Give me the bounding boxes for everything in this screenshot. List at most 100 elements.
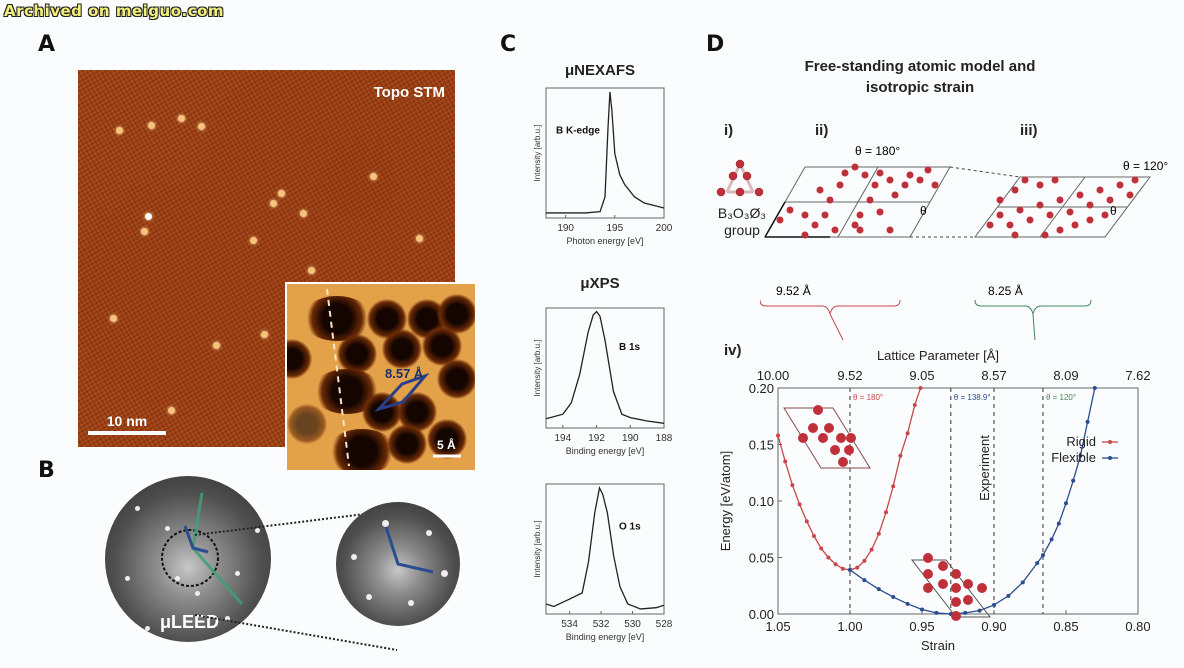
- sublabel-i: i): [724, 122, 734, 139]
- atom: [801, 231, 809, 239]
- atom: [1131, 176, 1139, 184]
- x-tick-label: 534: [561, 619, 578, 630]
- atom: [1096, 186, 1104, 194]
- data-point-flexible: [1078, 453, 1083, 458]
- atom: [754, 187, 764, 197]
- x-axis-label: Binding energy [eV]: [566, 446, 645, 456]
- data-point-rigid: [840, 566, 845, 571]
- top-tick-label: 8.57: [981, 368, 1006, 383]
- atom: [776, 216, 784, 224]
- x-axis-label: Photon energy [eV]: [566, 236, 643, 246]
- adatom: [145, 213, 152, 220]
- atom: [951, 583, 961, 593]
- diffraction-spot: [382, 520, 389, 527]
- atom: [1036, 201, 1044, 209]
- data-point-flexible: [876, 587, 881, 592]
- data-point-rigid: [905, 431, 910, 436]
- inset-scale-bar-label: 5 Å: [437, 437, 456, 452]
- atom: [996, 211, 1004, 219]
- diffraction-spot: [408, 600, 414, 606]
- adatom: [261, 331, 268, 338]
- dark-pore: [437, 359, 475, 399]
- blue-vector: [183, 525, 209, 554]
- spectrum-annotation: B K-edge: [556, 126, 600, 137]
- diffraction-spot: [165, 526, 170, 531]
- dark-pore: [287, 404, 327, 444]
- y-tick-label: 0.20: [749, 381, 774, 396]
- x-tick-label: 1.05: [765, 619, 790, 634]
- atom: [830, 445, 840, 455]
- x-axis-label: Strain: [921, 638, 955, 653]
- atom: [1041, 231, 1049, 239]
- atom: [924, 166, 932, 174]
- inset-lattice-label: 8.57 Å: [385, 366, 424, 381]
- data-point-rigid: [862, 558, 867, 563]
- spectrum-line: [546, 91, 665, 214]
- atom: [1066, 208, 1074, 216]
- atom: [861, 171, 869, 179]
- plot-frame: [545, 307, 665, 429]
- stm-scale-bar-label: 10 nm: [106, 413, 148, 429]
- atom: [1076, 191, 1084, 199]
- arrow-flexible-link: [1032, 313, 1036, 340]
- x-tick-label: 194: [555, 433, 572, 444]
- data-point-rigid: [797, 502, 802, 507]
- dark-pore: [327, 429, 397, 470]
- atom: [1086, 201, 1094, 209]
- spectrum-annotation: O 1s: [619, 522, 641, 533]
- data-point-flexible: [1020, 580, 1025, 585]
- atom: [938, 561, 948, 571]
- atom: [951, 597, 961, 607]
- atom: [801, 211, 809, 219]
- atom: [923, 569, 933, 579]
- adatom: [178, 115, 185, 122]
- plot-frame: [777, 387, 1139, 615]
- theta-line-label: θ = 180°: [853, 393, 883, 402]
- data-point-flexible: [977, 608, 982, 613]
- atom: [963, 579, 973, 589]
- chart-strain-energy: Lattice Parameter [Å] 1.05 10.00 1.00 9.52 0.…: [718, 348, 1151, 653]
- atom: [846, 433, 856, 443]
- atom: [963, 595, 973, 605]
- x-tick-label: 190: [622, 433, 639, 444]
- diffraction-spot: [255, 528, 260, 533]
- data-point-rigid: [826, 555, 831, 560]
- data-point-flexible: [920, 607, 924, 612]
- data-point-flexible: [1085, 419, 1090, 424]
- atom: [1056, 196, 1064, 204]
- y-tick-label: 0.00: [749, 607, 774, 622]
- legend-marker: [1108, 456, 1112, 460]
- x-tick-label: 200: [656, 223, 673, 234]
- y-axis-label: Intensity [arb.u.]: [533, 340, 542, 397]
- theta-line-label: θ = 120°: [1046, 393, 1076, 402]
- data-point-flexible: [934, 610, 939, 615]
- atom: [856, 211, 864, 219]
- lattice-iii-label: 8.25 Å: [988, 283, 1023, 298]
- data-point-rigid: [804, 519, 809, 524]
- nexafs-title: μNEXAFS: [564, 62, 636, 79]
- atom: [735, 159, 745, 169]
- diffraction-spot: [426, 530, 432, 536]
- atom: [1101, 211, 1109, 219]
- x-tick-label: 0.90: [981, 619, 1006, 634]
- atom: [808, 423, 818, 433]
- data-point-flexible: [1006, 593, 1011, 598]
- data-point-rigid: [912, 402, 917, 407]
- atom: [1071, 221, 1079, 229]
- data-point-flexible: [1049, 537, 1054, 542]
- chart-xps-o1s: 534 532 530 528 Binding energy [eV] Intensity…: [533, 483, 673, 642]
- x-tick-label: 188: [656, 433, 673, 444]
- data-point-flexible: [891, 595, 896, 600]
- dark-pore: [382, 329, 422, 369]
- series-line-flexible: [849, 387, 1096, 615]
- spectrum-line: [545, 485, 665, 610]
- atom: [1011, 231, 1019, 239]
- data-point-rigid: [876, 531, 881, 536]
- dark-pore: [387, 424, 427, 464]
- data-point-rigid: [812, 534, 816, 539]
- atom: [856, 226, 864, 234]
- lattice-models: θ = 180° θ = 120° θ θ 9.52 Å 8.25 Å: [760, 144, 1168, 340]
- theta-180-label: θ = 180°: [855, 144, 900, 158]
- diffraction-spot: [366, 594, 372, 600]
- atom: [786, 206, 794, 214]
